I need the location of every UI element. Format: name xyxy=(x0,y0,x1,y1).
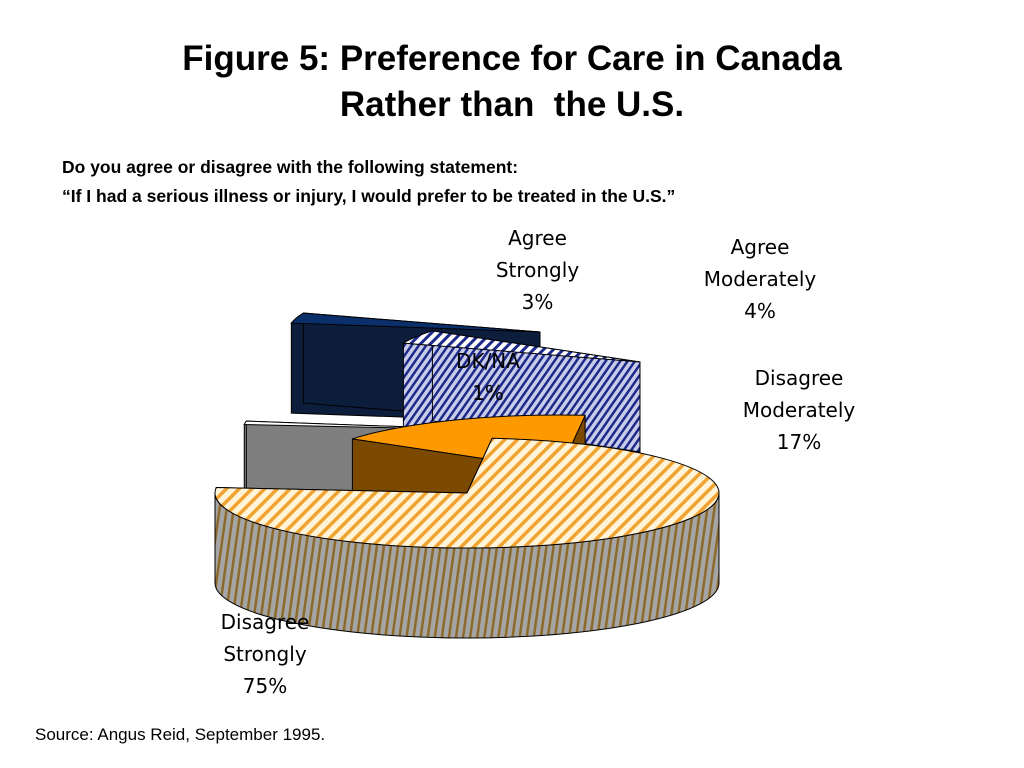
label-disagree-moderately-value: 17% xyxy=(776,430,822,454)
label-disagree-strongly: Disagree Strongly 75% xyxy=(195,606,335,702)
slice-disagree-strongly xyxy=(214,437,720,639)
label-disagree-moderately-line1: Disagree xyxy=(754,366,844,390)
label-disagree-strongly-line1: Disagree xyxy=(220,610,310,634)
title-line-1: Figure 5: Preference for Care in Canada xyxy=(182,39,842,78)
label-dkna-value: 1% xyxy=(472,381,504,405)
label-dkna-line1: DK/NA xyxy=(456,349,520,373)
label-agree-strongly-line1: Agree xyxy=(508,226,567,250)
page-title: Figure 5: Preference for Care in Canada … xyxy=(0,36,1024,128)
label-disagree-strongly-value: 75% xyxy=(242,674,288,698)
label-dkna: DK/NA 1% xyxy=(440,345,536,409)
label-agree-moderately: Agree Moderately 4% xyxy=(690,231,830,327)
label-agree-strongly-line2: Strongly xyxy=(495,258,580,282)
label-agree-moderately-value: 4% xyxy=(744,299,776,323)
label-disagree-strongly-line2: Strongly xyxy=(223,642,307,666)
question-line-1: Do you agree or disagree with the follow… xyxy=(62,157,519,177)
survey-question: Do you agree or disagree with the follow… xyxy=(62,153,675,211)
question-line-2: “If I had a serious illness or injury, I… xyxy=(62,186,676,206)
title-line-2: Rather than the U.S. xyxy=(339,85,685,124)
label-agree-moderately-line2: Moderately xyxy=(703,267,817,291)
label-agree-strongly: Agree Strongly 3% xyxy=(470,222,605,318)
label-disagree-moderately-line2: Moderately xyxy=(742,398,856,422)
label-disagree-moderately: Disagree Moderately 17% xyxy=(720,362,878,458)
source-note: Source: Angus Reid, September 1995. xyxy=(35,725,326,744)
label-agree-strongly-value: 3% xyxy=(521,290,554,314)
label-agree-moderately-line1: Agree xyxy=(730,235,790,259)
